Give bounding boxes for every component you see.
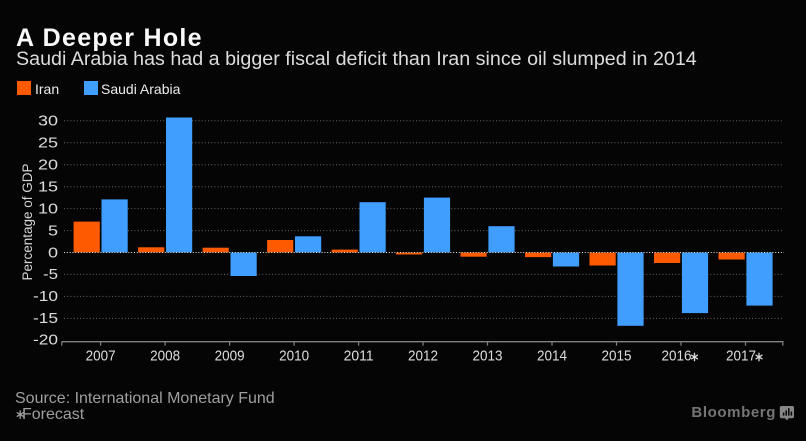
svg-text:2010: 2010 [279,348,309,365]
svg-text:0: 0 [48,244,58,261]
svg-text:-20: -20 [33,332,58,349]
svg-text:Percentage of GDP: Percentage of GDP [20,163,35,280]
svg-text:20: 20 [38,157,58,174]
svg-text:15: 15 [38,179,58,196]
svg-text:2011: 2011 [344,348,374,365]
svg-text:2014: 2014 [537,348,567,365]
svg-text:2012: 2012 [408,348,438,365]
svg-text:10: 10 [38,200,58,217]
svg-text:2008: 2008 [150,348,180,365]
svg-text:-15: -15 [33,310,58,327]
svg-text:25: 25 [38,135,58,152]
svg-text:2016: 2016 [662,348,692,365]
svg-text:30: 30 [38,113,58,130]
svg-text:2007: 2007 [86,348,116,365]
svg-text:2015: 2015 [602,348,632,365]
svg-text:2009: 2009 [215,348,245,365]
svg-text:2017: 2017 [726,348,756,365]
svg-text:-10: -10 [33,288,58,305]
svg-text:-5: -5 [43,266,58,283]
svg-text:5: 5 [48,222,58,239]
svg-text:2013: 2013 [473,348,503,365]
